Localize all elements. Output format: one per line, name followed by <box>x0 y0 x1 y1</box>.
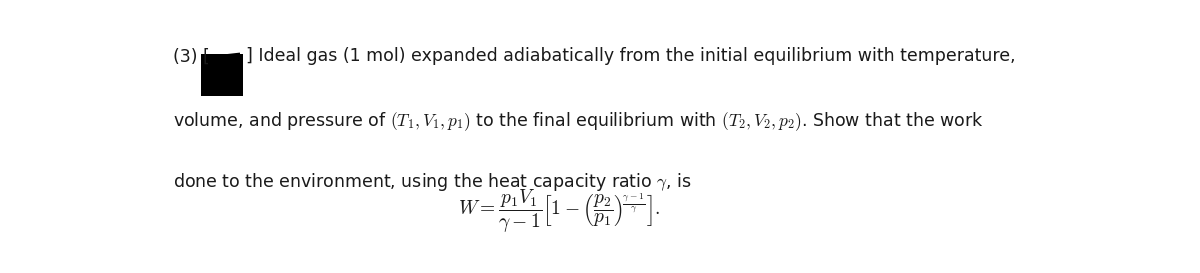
Text: volume, and pressure of $(T_1, V_1, p_1)$ to the final equilibrium with $(T_2, V: volume, and pressure of $(T_1, V_1, p_1)… <box>173 111 984 133</box>
Text: (3) [: (3) [ <box>173 48 210 66</box>
Text: $W = \dfrac{p_1 V_1}{\gamma - 1}\left[1 - \left(\dfrac{p_2}{p_1}\right)^{\!\frac: $W = \dfrac{p_1 V_1}{\gamma - 1}\left[1 … <box>458 188 660 235</box>
FancyBboxPatch shape <box>202 54 242 96</box>
Text: ] Ideal gas (1 mol) expanded adiabatically from the initial equilibrium with tem: ] Ideal gas (1 mol) expanded adiabatical… <box>246 48 1015 66</box>
Text: done to the environment, using the heat capacity ratio $\gamma$, is: done to the environment, using the heat … <box>173 171 692 194</box>
